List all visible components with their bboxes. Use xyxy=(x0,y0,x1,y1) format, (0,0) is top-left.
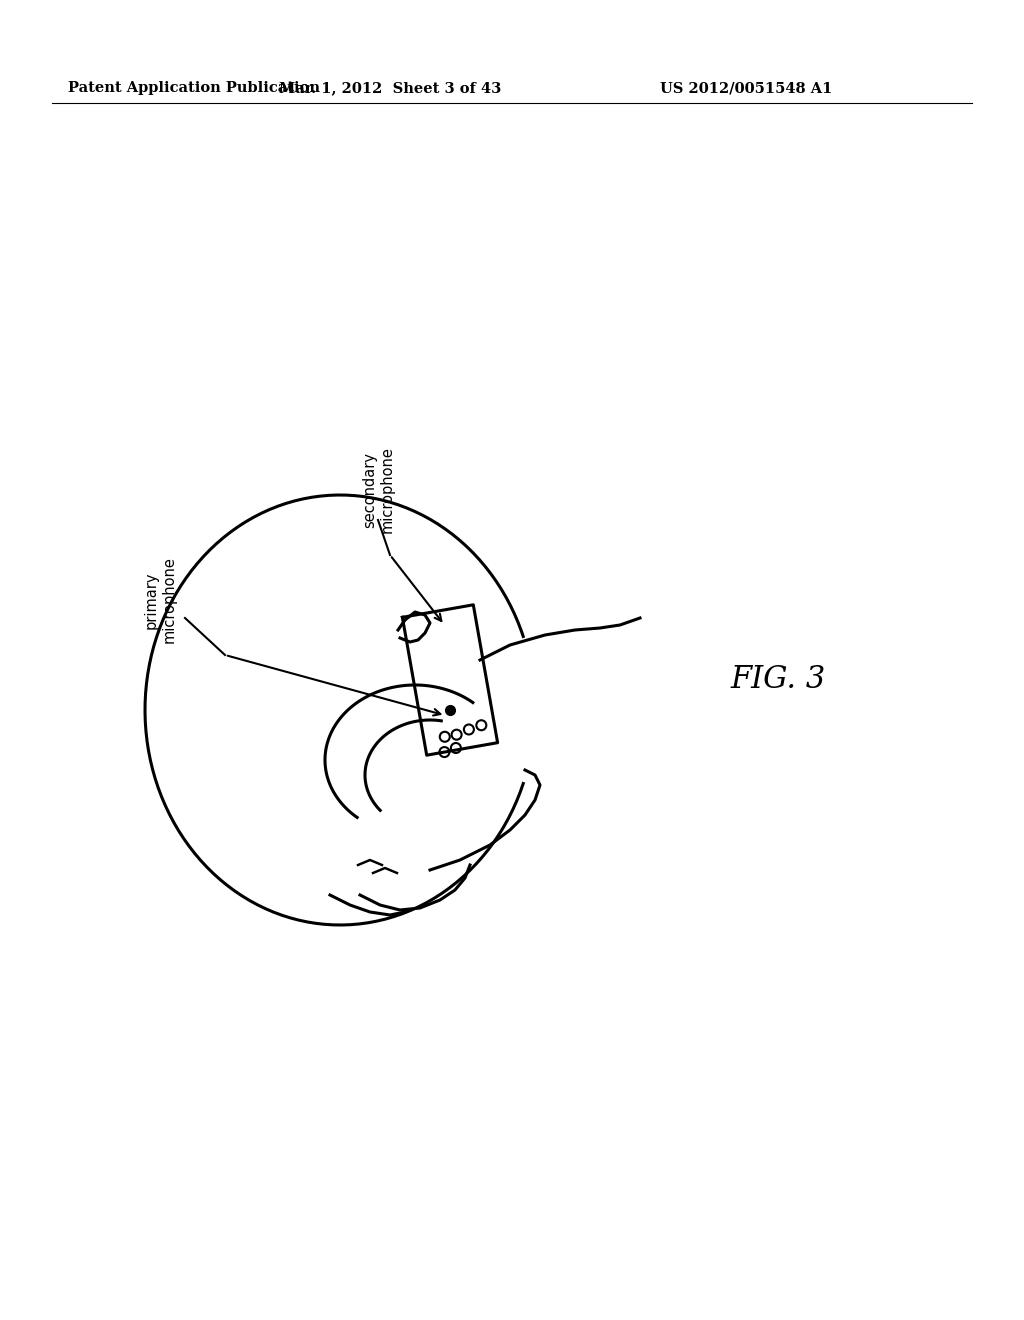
Text: FIG. 3: FIG. 3 xyxy=(730,664,825,696)
Text: Mar. 1, 2012  Sheet 3 of 43: Mar. 1, 2012 Sheet 3 of 43 xyxy=(279,81,501,95)
Text: secondary
microphone: secondary microphone xyxy=(361,446,394,533)
Text: primary
microphone: primary microphone xyxy=(143,557,176,643)
Text: Patent Application Publication: Patent Application Publication xyxy=(68,81,319,95)
Text: US 2012/0051548 A1: US 2012/0051548 A1 xyxy=(660,81,833,95)
